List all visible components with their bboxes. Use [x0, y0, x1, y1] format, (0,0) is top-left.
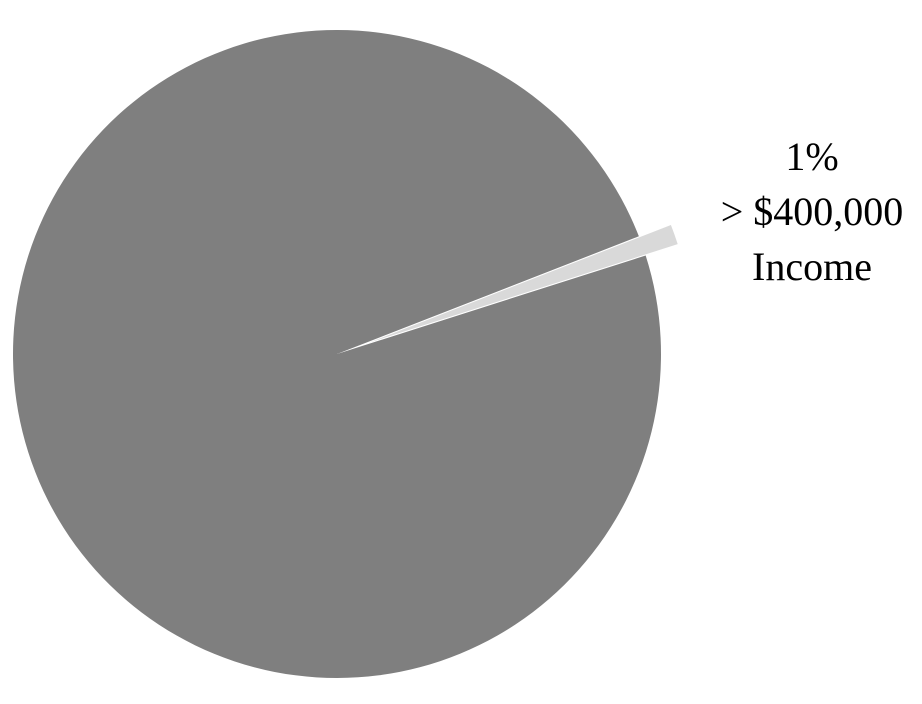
slice-label-line-2: > $400,000 — [721, 189, 904, 234]
slice-label-line-1: 1% — [785, 134, 838, 179]
pie-slice-remainder — [12, 29, 661, 678]
slice-labels: 1% > $400,000 Income — [721, 134, 904, 289]
pie-slices — [12, 29, 678, 678]
pie-slice-income-over-400k — [369, 224, 678, 343]
slice-label-line-3: Income — [752, 244, 872, 289]
